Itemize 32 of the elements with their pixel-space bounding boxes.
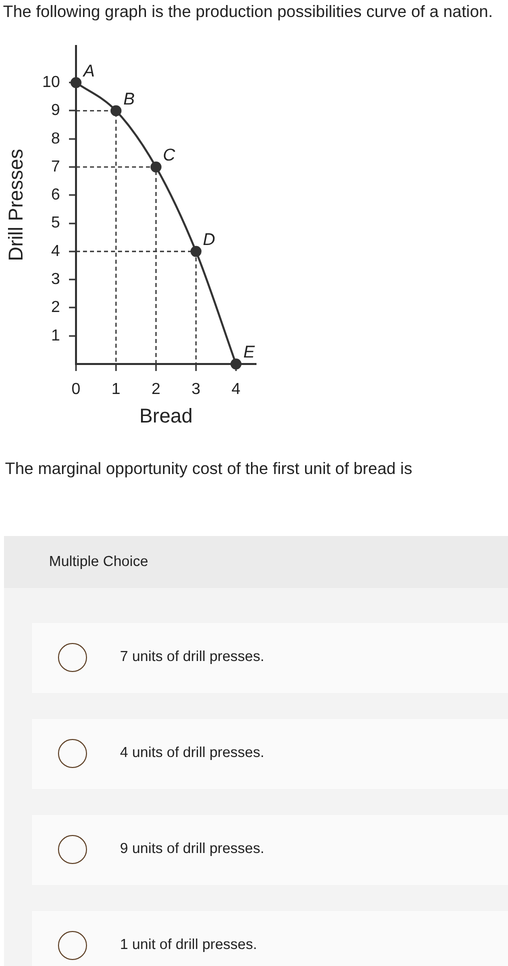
- annotation: A: [82, 61, 95, 80]
- x-tick-label: 2: [152, 381, 161, 398]
- y-tick-label: 5: [51, 214, 60, 232]
- y-axis-title: Drill Presses: [6, 148, 28, 262]
- text: 1 unit of drill presses.: [120, 937, 258, 953]
- annotation: E: [243, 342, 256, 362]
- chart-title: The following graph is the production possibilities curve of a nation.: [3, 3, 493, 22]
- x-tick-label: 3: [192, 381, 201, 398]
- x-tick-label: 1: [112, 381, 121, 398]
- x-axis-title: Bread: [139, 406, 193, 428]
- y-tick-label: 10: [42, 74, 60, 91]
- text: 7 units of drill presses.: [120, 649, 264, 665]
- y-tick-label: 8: [51, 130, 60, 148]
- point: [110, 105, 122, 116]
- annotation: C: [162, 146, 176, 165]
- y-tick-label: 1: [51, 327, 60, 344]
- text: The marginal opportunity cost of the first unit of bread is: [5, 460, 412, 479]
- annotation: B: [123, 89, 135, 108]
- annotation: D: [202, 230, 216, 250]
- y-tick-label: 7: [51, 158, 60, 176]
- point: [150, 162, 162, 173]
- text: Multiple Choice: [49, 554, 148, 570]
- y-tick-label: 6: [51, 186, 60, 204]
- x-tick-label: 0: [72, 381, 81, 398]
- text: 9 units of drill presses.: [120, 841, 264, 857]
- point: [190, 246, 202, 257]
- text: 4 units of drill presses.: [120, 745, 264, 761]
- x-tick-label: 4: [232, 381, 241, 398]
- y-tick-label: 4: [51, 242, 60, 260]
- y-tick-label: 2: [51, 299, 60, 316]
- y-tick-label: 3: [51, 270, 60, 288]
- y-tick-label: 9: [51, 102, 60, 120]
